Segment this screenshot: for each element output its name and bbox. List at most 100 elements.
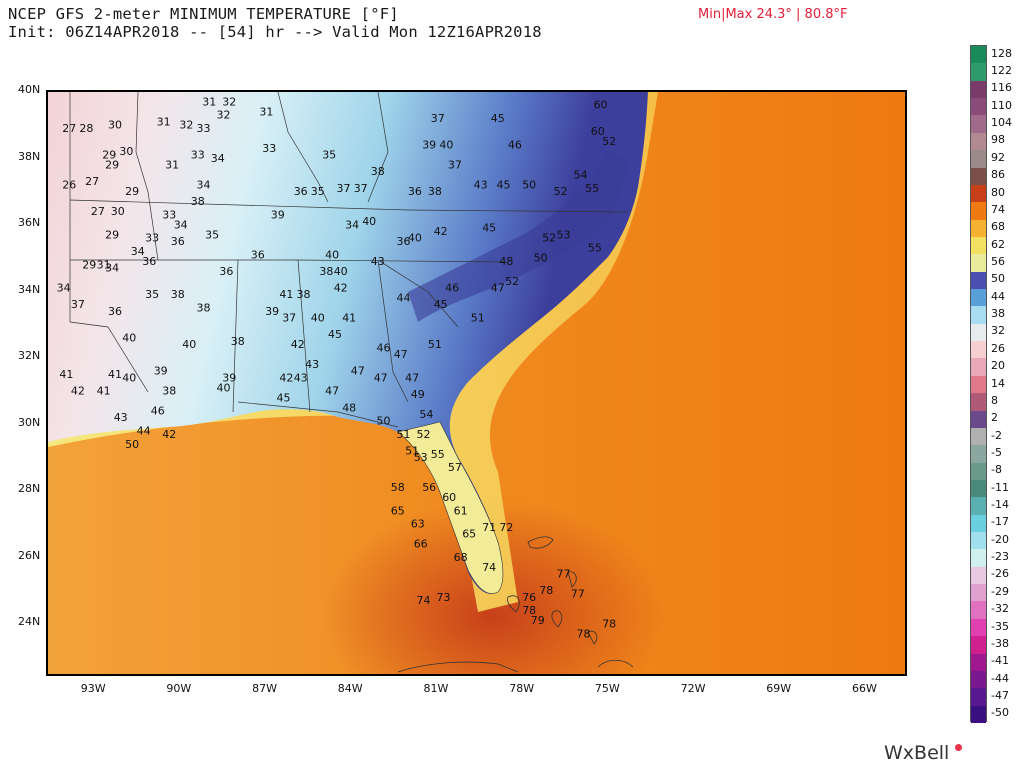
temperature-value: 35 xyxy=(322,149,336,162)
temperature-value: 46 xyxy=(151,405,165,418)
temperature-value: 55 xyxy=(585,182,599,195)
temperature-value: 43 xyxy=(474,178,488,191)
temperature-value: 45 xyxy=(277,391,291,404)
temperature-value: 34 xyxy=(174,218,188,231)
latitude-label: 38N xyxy=(18,149,41,163)
land-mass xyxy=(48,92,648,594)
map-panel[interactable]: 31 32 27 28 30 31 32 33 32 31 29 30 29 33 34 31 33 35 38 39… xyxy=(46,90,907,676)
temperature-value: 37 xyxy=(448,159,462,172)
color-legend-label: 26 xyxy=(991,341,1005,355)
temperature-value: 52 xyxy=(542,232,556,245)
color-legend-swatch xyxy=(971,219,986,238)
temperature-value: 29 xyxy=(82,258,96,271)
color-legend-label: 80 xyxy=(991,185,1005,199)
temperature-value: 74 xyxy=(482,561,496,574)
temperature-value: 37 xyxy=(71,298,85,311)
temperature-value: 37 xyxy=(431,112,445,125)
temperature-value: 36 xyxy=(251,248,265,261)
temperature-value: 40 xyxy=(439,139,453,152)
temperature-value: 39 xyxy=(154,365,168,378)
temperature-value: 42 xyxy=(71,385,85,398)
temperature-value: 78 xyxy=(539,584,553,597)
temperature-value: 38 xyxy=(171,288,185,301)
temperature-value: 36 xyxy=(219,265,233,278)
color-legend-swatch xyxy=(971,184,986,203)
florida-peninsula xyxy=(397,421,504,594)
temperature-value: 35 xyxy=(205,228,219,241)
temperature-value: 41 xyxy=(108,368,122,381)
color-legend-label: 8 xyxy=(991,393,998,407)
temperature-value: 35 xyxy=(145,288,159,301)
temperature-value: 47 xyxy=(394,348,408,361)
color-legend-swatch xyxy=(971,410,986,429)
temperature-value: 42 xyxy=(434,225,448,238)
longitude-label: 69W xyxy=(766,682,792,695)
color-legend-label: 116 xyxy=(991,81,1012,95)
temperature-value: 32 xyxy=(217,109,231,122)
temperature-value: 27 xyxy=(91,205,105,218)
color-legend-label: -38 xyxy=(991,636,1009,650)
longitude-label: 66W xyxy=(852,682,877,695)
temperature-value: 60 xyxy=(591,125,605,138)
color-legend-swatch xyxy=(971,306,986,325)
longitude-label: 78W xyxy=(509,682,535,695)
temperature-value: 78 xyxy=(522,604,536,617)
chart-subtitle: Init: 06Z14APR2018 -- [54] hr --> Valid … xyxy=(8,23,542,41)
color-legend-swatch xyxy=(971,705,986,724)
color-legend-label: 128 xyxy=(991,46,1012,60)
temperature-value: 32 xyxy=(222,95,236,108)
temperature-value: 29 xyxy=(105,228,119,241)
temperature-value: 35 xyxy=(311,185,325,198)
temperature-value: 33 xyxy=(191,149,205,162)
temperature-value: 54 xyxy=(419,408,433,421)
color-legend-swatch xyxy=(971,63,986,82)
latitude-label: 24N xyxy=(18,615,41,629)
temperature-value: 43 xyxy=(305,358,319,371)
temperature-value: 33 xyxy=(162,208,176,221)
temperature-value: 33 xyxy=(262,142,276,155)
longitude-label: 87W xyxy=(252,682,277,695)
color-legend-swatch xyxy=(971,584,986,602)
color-legend-swatch xyxy=(971,98,986,116)
temperature-value: 48 xyxy=(499,255,513,268)
state-borders xyxy=(69,92,629,428)
temperature-value: 41 xyxy=(97,385,111,398)
temperature-value: 38 xyxy=(428,185,442,198)
color-legend-label: 50 xyxy=(991,272,1005,286)
temperature-value: 50 xyxy=(522,178,536,191)
temperature-value: 34 xyxy=(345,218,359,231)
temperature-value: 38 xyxy=(371,165,385,178)
brand-logo: WxBell xyxy=(884,742,950,764)
color-legend-swatch xyxy=(971,271,986,290)
temperature-value: 40 xyxy=(217,381,231,394)
temperature-value: 65 xyxy=(462,528,476,541)
temperature-value: 43 xyxy=(294,371,308,384)
temperature-value: 74 xyxy=(417,594,431,607)
min-max-readout: Min|Max 24.3° | 80.8°F xyxy=(698,7,848,22)
temperature-value: 46 xyxy=(445,282,459,295)
temperature-value: 38 xyxy=(162,385,176,398)
temperature-value: 56 xyxy=(422,481,436,494)
color-legend-label: -2 xyxy=(991,428,1002,442)
color-legend-swatch xyxy=(971,479,986,498)
temperature-value: 61 xyxy=(454,504,468,517)
temperature-value: 52 xyxy=(554,185,568,198)
temperature-value: 29 xyxy=(102,149,116,162)
color-legend-swatch xyxy=(971,393,986,412)
color-legend-label: -26 xyxy=(991,567,1009,581)
color-legend-label: -20 xyxy=(991,532,1009,546)
temperature-value: 65 xyxy=(391,504,405,517)
temperature-value: 39 xyxy=(222,371,236,384)
temperature-value: 55 xyxy=(431,448,445,461)
longitude-label: 84W xyxy=(337,682,363,695)
temperature-value: 50 xyxy=(377,415,391,428)
temperature-value: 41 xyxy=(59,368,73,381)
chart-title: NCEP GFS 2-meter MINIMUM TEMPERATURE [°F… xyxy=(8,5,399,23)
color-legend-label: -5 xyxy=(991,445,1002,459)
temperature-value: 42 xyxy=(291,338,305,351)
color-legend-label: -44 xyxy=(991,671,1009,685)
temperature-value: 55 xyxy=(588,242,602,255)
temperature-value: 28 xyxy=(79,122,93,135)
